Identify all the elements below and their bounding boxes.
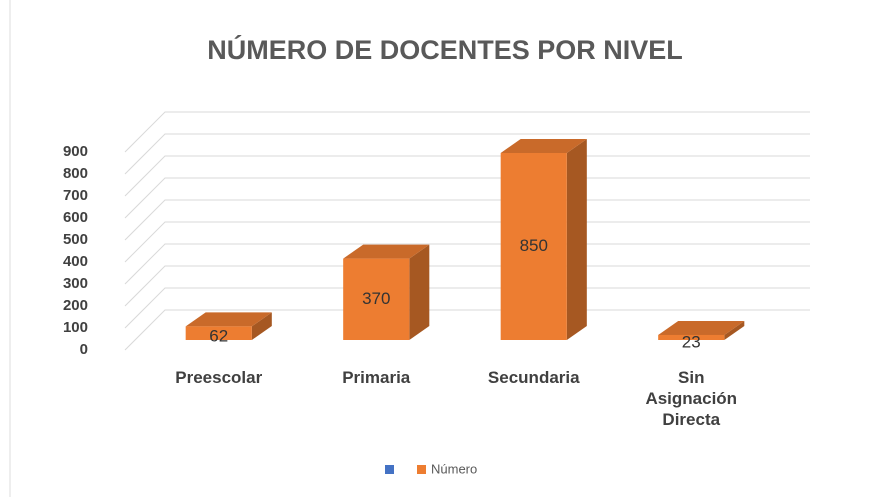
- bar-front: [658, 334, 725, 340]
- grid-line: [124, 309, 810, 351]
- y-tick-label: 100: [63, 319, 88, 336]
- x-tick-label: Primaria: [342, 368, 411, 387]
- y-tick-label: 900: [63, 143, 88, 160]
- bar-side: [409, 244, 430, 340]
- grid-line: [124, 265, 810, 307]
- legend-label: Número: [431, 461, 477, 476]
- bar-side: [724, 320, 745, 340]
- grid-line: [124, 243, 810, 285]
- value-label: 850: [520, 236, 548, 255]
- x-tick-label: Secundaria: [487, 368, 580, 387]
- bar: [343, 244, 430, 340]
- y-tick-label: 0: [80, 341, 88, 358]
- bar-side: [251, 312, 272, 340]
- value-label: 62: [209, 327, 228, 346]
- bar: [658, 320, 745, 340]
- bar: [185, 312, 272, 340]
- y-tick-label: 600: [63, 209, 88, 226]
- x-tick-label: Sin Asignación Directa: [645, 368, 738, 429]
- x-tick-label: Preescolar: [175, 368, 263, 387]
- y-tick-label: 700: [63, 187, 88, 204]
- y-tick-label: 800: [63, 165, 88, 182]
- bar-top: [658, 320, 745, 335]
- legend-swatch: [417, 465, 426, 474]
- value-label: 370: [362, 289, 390, 308]
- grid-line: [124, 155, 810, 197]
- y-tick-label: 300: [63, 275, 88, 292]
- y-tick-label: 400: [63, 253, 88, 270]
- legend-swatch: [385, 465, 394, 474]
- grid-line: [124, 221, 810, 263]
- grid-line: [124, 133, 810, 175]
- bar-top: [343, 244, 430, 259]
- value-label: 23: [682, 332, 701, 351]
- bar-top: [500, 139, 587, 153]
- grid-line: [124, 111, 810, 153]
- y-tick-label: 200: [63, 297, 88, 314]
- chart-title: NÚMERO DE DOCENTES POR NIVEL: [207, 34, 683, 65]
- bar-front: [185, 326, 252, 340]
- bar-front: [500, 153, 567, 340]
- bar-front: [343, 258, 410, 340]
- grid-line: [124, 199, 810, 241]
- grid-line: [124, 177, 810, 219]
- bar-side: [566, 139, 587, 340]
- grid-line: [124, 287, 810, 329]
- y-tick-label: 500: [63, 231, 88, 248]
- bar: [500, 139, 587, 340]
- bar-top: [185, 312, 272, 327]
